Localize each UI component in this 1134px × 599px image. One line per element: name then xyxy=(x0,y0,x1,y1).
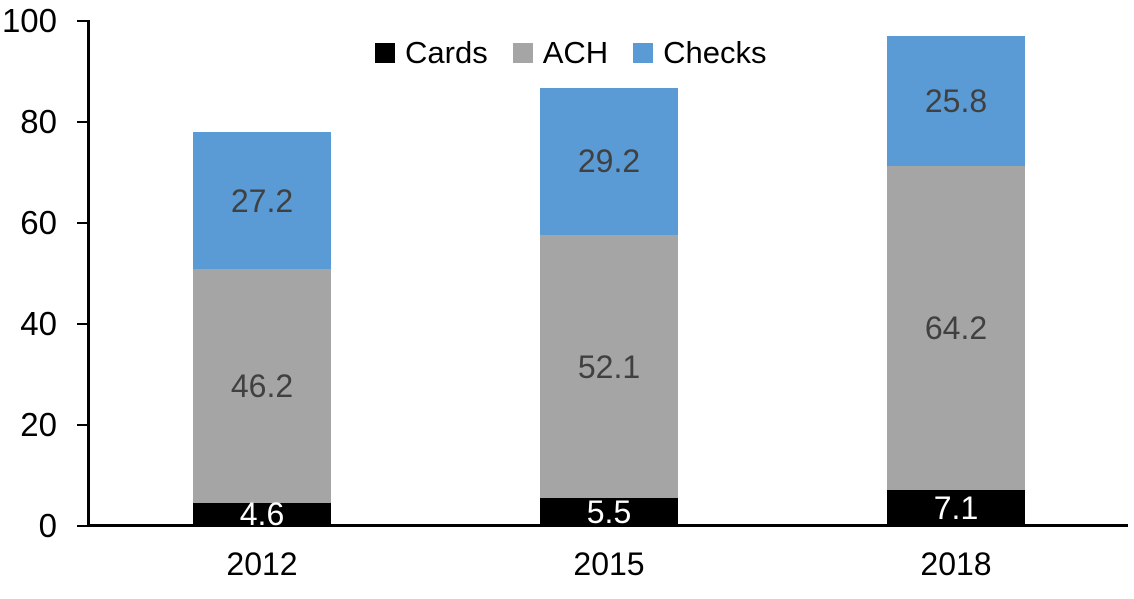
bar-2012: 27.2 46.2 4.6 xyxy=(193,132,331,530)
bar-2018: 25.8 64.2 7.1 xyxy=(887,35,1025,526)
legend-item-ach: ACH xyxy=(512,35,609,70)
y-tick xyxy=(77,19,87,23)
y-tick-label: 100 xyxy=(1,2,57,39)
segment-2012-checks: 27.2 xyxy=(193,132,331,270)
y-axis-line xyxy=(87,20,90,527)
y-tick xyxy=(77,322,87,326)
data-label: 25.8 xyxy=(924,82,988,119)
y-tick-label: 80 xyxy=(20,103,57,140)
y-tick-label: 20 xyxy=(20,406,57,443)
legend-label: Checks xyxy=(663,35,767,70)
data-label: 7.1 xyxy=(933,490,979,527)
legend-swatch-checks xyxy=(633,43,654,63)
x-axis-label-2018: 2018 xyxy=(920,546,992,582)
segment-2018-checks: 25.8 xyxy=(887,35,1025,166)
legend-swatch-ach xyxy=(512,43,533,63)
y-tick xyxy=(77,524,87,528)
y-tick-label: 40 xyxy=(20,305,57,342)
data-label: 46.2 xyxy=(230,368,294,405)
segment-2015-ach: 52.1 xyxy=(540,235,678,499)
x-axis-label-2012: 2012 xyxy=(226,546,298,582)
segment-2015-cards: 5.5 xyxy=(540,494,678,531)
data-label: 29.2 xyxy=(577,143,641,180)
bar-2015: 29.2 52.1 5.5 xyxy=(540,87,678,531)
chart-legend: Cards ACH Checks xyxy=(375,36,767,70)
legend-swatch-cards xyxy=(375,43,395,63)
data-label: 4.6 xyxy=(239,496,285,533)
legend-label: Cards xyxy=(405,35,488,70)
y-tick xyxy=(77,221,87,225)
y-tick xyxy=(77,423,87,427)
segment-2018-ach: 64.2 xyxy=(887,165,1025,491)
segment-2012-ach: 46.2 xyxy=(193,269,331,503)
segment-2018-cards: 7.1 xyxy=(887,490,1025,526)
legend-item-cards: Cards xyxy=(375,36,488,70)
x-axis-label-2015: 2015 xyxy=(573,546,645,582)
segment-2012-cards: 4.6 xyxy=(193,498,331,530)
segment-2015-checks: 29.2 xyxy=(540,87,678,236)
y-tick-label: 60 xyxy=(20,204,57,241)
data-label: 52.1 xyxy=(577,348,641,385)
data-label: 64.2 xyxy=(924,310,988,347)
data-label: 5.5 xyxy=(586,494,632,531)
legend-label: ACH xyxy=(542,35,609,70)
y-tick xyxy=(77,120,87,124)
legend-item-checks: Checks xyxy=(633,35,767,70)
data-label: 27.2 xyxy=(230,182,294,219)
y-tick-label: 0 xyxy=(38,507,57,544)
